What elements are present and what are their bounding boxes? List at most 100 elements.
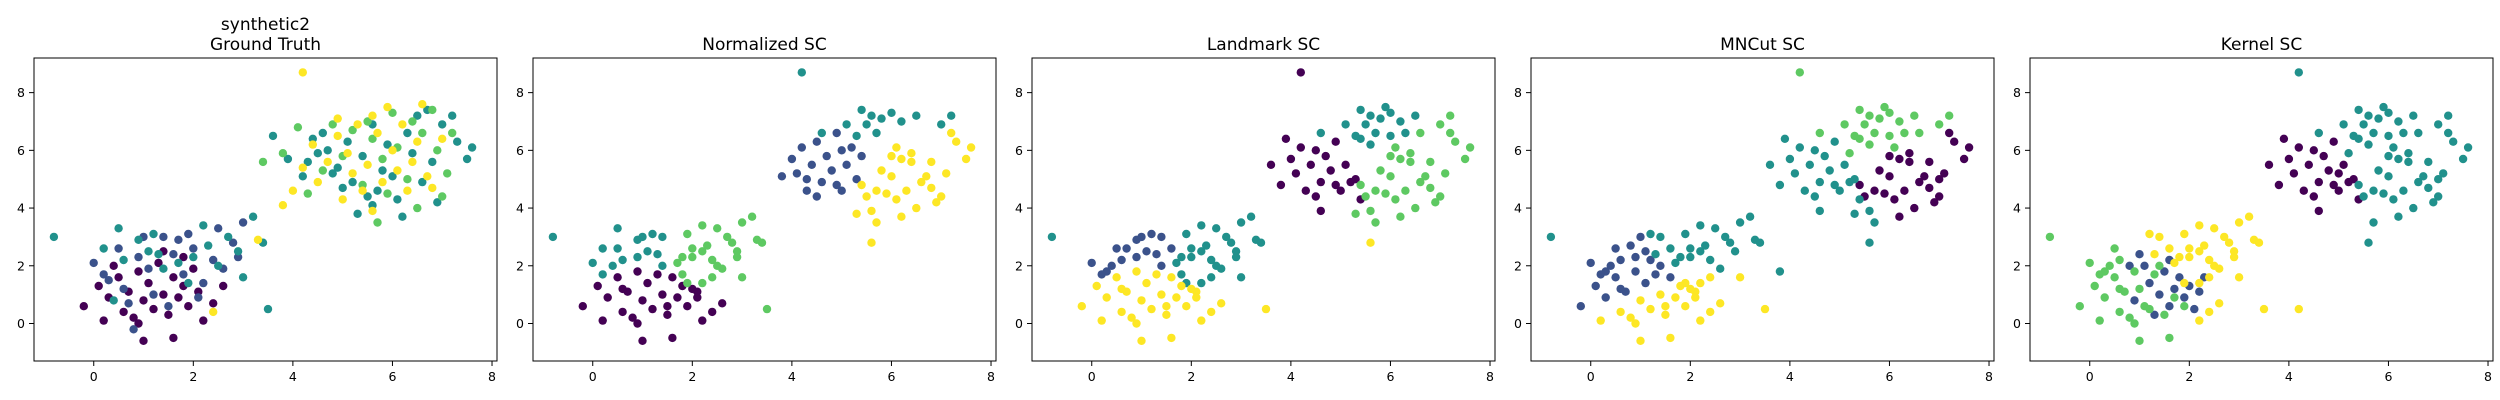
scatter-point [338, 195, 347, 204]
scatter-point [807, 160, 816, 169]
scatter-point [2190, 304, 2199, 314]
scatter-point [1895, 154, 1904, 164]
scatter-point [1426, 157, 1435, 167]
scatter-point [378, 166, 387, 175]
scatter-point [149, 304, 158, 314]
scatter-point [912, 111, 921, 120]
scatter-point [134, 267, 143, 276]
scatter-point [1167, 333, 1176, 343]
scatter-point [2145, 229, 2154, 239]
scatter-point [363, 160, 372, 169]
scatter-point [224, 232, 233, 242]
scatter-point [1291, 169, 1301, 178]
scatter-point [852, 131, 861, 141]
scatter-point [852, 209, 861, 218]
scatter-point [2180, 229, 2189, 239]
scatter-point [2384, 151, 2393, 161]
scatter-point [109, 261, 118, 270]
scatter-point [238, 273, 248, 282]
scatter-point [358, 151, 367, 161]
scatter-point [1860, 120, 1869, 129]
scatter-point [1142, 247, 1151, 256]
scatter-point [787, 154, 797, 164]
scatter-point [1850, 209, 1859, 218]
scatter-point [1701, 241, 1710, 250]
scatter-point [313, 149, 322, 158]
x-tick-label: 8 [2484, 369, 2492, 384]
scatter-point [792, 169, 802, 178]
scatter-point [1311, 192, 1321, 201]
scatter-point [393, 195, 402, 204]
scatter-point [1446, 111, 1455, 120]
scatter-point [1855, 105, 1864, 115]
scatter-point [1152, 250, 1161, 259]
scatter-point [383, 140, 392, 149]
scatter-point [1596, 316, 1605, 325]
scatter-point [1775, 180, 1785, 190]
scatter-point [2309, 146, 2318, 155]
scatter-point [1716, 264, 1725, 273]
x-tick-label: 0 [2086, 369, 2094, 384]
scatter-point [49, 232, 59, 242]
scatter-point [462, 154, 472, 164]
scatter-point [189, 252, 198, 262]
scatter-point [548, 232, 558, 242]
scatter-point [134, 235, 143, 244]
x-tick-label: 6 [2384, 369, 2392, 384]
scatter-point [2394, 212, 2403, 221]
scatter-point [1935, 120, 1944, 129]
scatter-point [1696, 247, 1705, 256]
scatter-point [1381, 102, 1390, 112]
scatter-point [1681, 302, 1690, 311]
scatter-point [693, 293, 702, 302]
scatter-point [2419, 172, 2428, 181]
y-tick-label: 0 [1514, 316, 1522, 331]
scatter-point [817, 128, 826, 138]
chart-title-line: MNCut SC [1720, 35, 1805, 55]
scatter-point [209, 307, 218, 317]
scatter-point [2220, 232, 2229, 242]
scatter-point [638, 336, 647, 345]
scatter-point [134, 319, 143, 328]
scatter-point [1825, 166, 1834, 175]
scatter-point [1426, 183, 1435, 193]
scatter-point [1706, 307, 1715, 317]
scatter-point [1197, 247, 1206, 256]
scatter-point [119, 284, 128, 294]
scatter-point [1586, 258, 1595, 268]
scatter-point [2364, 238, 2373, 247]
scatter-point [1671, 258, 1680, 268]
axes-frame [532, 57, 997, 362]
scatter-point [1077, 302, 1087, 311]
scatter-point [603, 293, 612, 302]
scatter-point [1636, 232, 1645, 242]
scatter-point [613, 244, 622, 253]
scatter-point [303, 189, 312, 198]
scatter-point [822, 151, 831, 161]
scatter-point [1401, 128, 1410, 138]
scatter-point [2165, 333, 2174, 343]
scatter-point [961, 154, 971, 164]
scatter-point [1187, 244, 1196, 253]
scatter-point [1147, 304, 1156, 314]
scatter-point [2155, 232, 2164, 242]
scatter-point [2409, 203, 2418, 213]
scatter-point [1386, 151, 1395, 161]
scatter-point [248, 212, 258, 221]
scatter-point [628, 313, 637, 322]
scatter-point [348, 169, 357, 178]
scatter-point [2458, 154, 2468, 164]
scatter-point [1815, 206, 1825, 216]
scatter-point [1446, 128, 1455, 138]
scatter-point [2349, 175, 2358, 184]
scatter-point [713, 224, 722, 233]
scatter-point [1411, 111, 1420, 120]
scatter-point [2414, 177, 2423, 187]
scatter-point [1606, 261, 1615, 270]
scatter-point [278, 149, 288, 158]
scatter-point [1376, 166, 1385, 175]
y-tick-label: 4 [2013, 201, 2021, 216]
scatter-point [2449, 137, 2458, 146]
y-tick-label: 0 [17, 316, 25, 331]
scatter-point [872, 218, 881, 227]
